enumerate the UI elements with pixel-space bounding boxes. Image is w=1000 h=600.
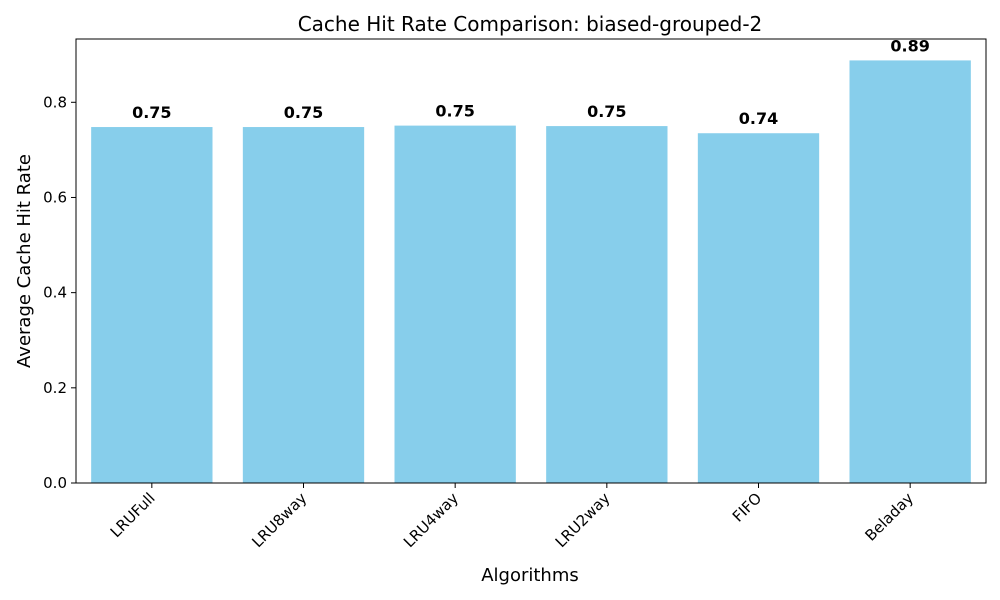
y-axis-label: Average Cache Hit Rate	[14, 154, 35, 368]
data-label-lrufull: 0.75	[132, 103, 171, 122]
x-tick-label-beladay: Beladay	[862, 489, 918, 545]
bar-lru4way	[394, 125, 516, 483]
plot-frame	[75, 38, 987, 484]
x-axis-label: Algorithms	[481, 565, 579, 586]
y-tick-label: 0.6	[43, 188, 67, 206]
bar-lru2way	[546, 126, 668, 483]
y-tick-label: 0.4	[43, 284, 67, 302]
data-label-fifo: 0.74	[739, 109, 778, 128]
bar-lrufull	[91, 127, 213, 484]
x-tick-label-lru4way: LRU4way	[400, 489, 462, 551]
y-tick-label: 0.2	[43, 379, 67, 397]
x-tick-label-lru8way: LRU8way	[248, 489, 310, 551]
x-tick-label-lru2way: LRU2way	[552, 489, 614, 551]
chart-title: Cache Hit Rate Comparison: biased-groupe…	[298, 12, 763, 36]
y-tick-label: 0.8	[43, 93, 67, 111]
bar-lru8way	[242, 127, 365, 484]
data-label-lru8way: 0.75	[284, 103, 323, 122]
data-label-lru4way: 0.75	[435, 102, 474, 121]
plot-area: 0.75 0.75 0.75 0.75 0.74 0.89 0.0 0.2 0.4 0.6 0.8 L…	[43, 36, 987, 551]
data-label-beladay: 0.89	[890, 36, 929, 55]
y-tick-label: 0.0	[43, 474, 67, 492]
bar-beladay	[849, 60, 971, 483]
data-label-lru2way: 0.75	[587, 102, 626, 121]
bar-fifo	[697, 133, 820, 483]
x-tick-label-lrufull: LRUFull	[107, 489, 159, 541]
x-tick-label-fifo: FIFO	[729, 489, 765, 525]
